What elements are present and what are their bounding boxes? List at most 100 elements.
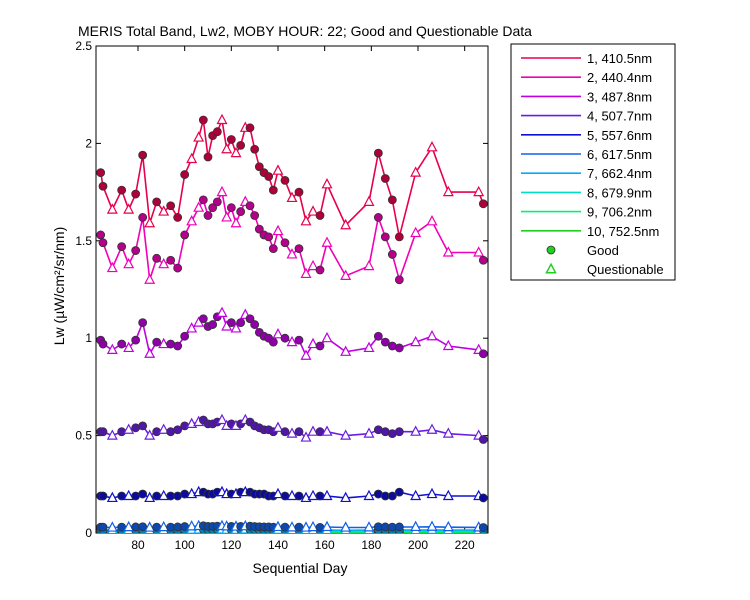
good-point — [478, 523, 488, 532]
legend-label: 3, 487.8nm — [587, 89, 652, 104]
questionable-point — [340, 345, 352, 356]
questionable-point — [286, 248, 298, 259]
questionable-point — [426, 329, 438, 341]
good-point — [380, 337, 390, 347]
good-point — [138, 421, 148, 431]
questionable-point — [106, 203, 118, 214]
good-point — [394, 487, 404, 497]
questionable-point — [410, 520, 422, 532]
questionable-point — [321, 489, 333, 501]
good-point — [236, 140, 246, 150]
good-point — [173, 263, 183, 273]
y-tick-label: 1.5 — [75, 234, 92, 248]
questionable-point — [106, 429, 118, 440]
questionable-point — [340, 269, 352, 280]
legend-label: 9, 706.2nm — [587, 205, 652, 220]
good-point — [387, 250, 397, 259]
y-axis-label: Lw (µW/cm²/sr/nm) — [51, 227, 67, 346]
good-point — [208, 203, 218, 213]
questionable-point — [144, 491, 156, 503]
good-point — [166, 255, 176, 265]
questionable-point — [286, 335, 298, 347]
good-point — [98, 491, 108, 501]
good-point — [166, 201, 176, 211]
good-point — [117, 185, 127, 195]
questionable-point — [340, 218, 352, 230]
good-point — [198, 195, 208, 205]
good-point — [131, 335, 141, 345]
questionable-point — [442, 185, 454, 197]
x-tick-label: 140 — [268, 538, 288, 552]
good-point — [203, 211, 213, 220]
legend-label: Questionable — [587, 262, 664, 277]
questionable-point — [410, 425, 422, 436]
questionable-point — [123, 520, 135, 532]
good-point — [264, 172, 274, 181]
questionable-point — [106, 491, 118, 503]
questionable-point — [123, 341, 135, 353]
questionable-point — [340, 491, 352, 503]
questionable-point — [272, 487, 284, 499]
good-point — [245, 201, 255, 211]
good-point — [280, 238, 290, 248]
good-point — [173, 213, 183, 222]
x-tick-label: 200 — [408, 538, 428, 552]
legend-box — [510, 43, 676, 281]
questionable-point — [230, 216, 242, 228]
questionable-point — [340, 429, 352, 440]
good-point — [96, 230, 106, 240]
questionable-point — [286, 427, 298, 438]
good-point — [250, 320, 260, 329]
questionable-point — [186, 215, 198, 226]
questionable-point — [272, 328, 284, 339]
questionable-point — [321, 178, 333, 189]
good-point — [394, 275, 404, 285]
good-point — [152, 253, 162, 263]
good-point — [394, 427, 404, 437]
good-point — [180, 170, 190, 179]
good-point — [268, 244, 278, 253]
questionable-point — [426, 487, 438, 499]
good-point — [268, 185, 278, 195]
questionable-point — [230, 322, 242, 333]
good-point — [373, 213, 383, 222]
questionable-point — [426, 423, 438, 434]
good-point — [280, 176, 290, 185]
y-tick-label: 0 — [85, 526, 92, 540]
x-tick-label: 80 — [131, 538, 145, 552]
questionable-point — [307, 425, 319, 436]
good-point — [294, 491, 304, 501]
good-point — [478, 435, 488, 444]
questionable-point — [321, 520, 333, 532]
questionable-point — [272, 421, 284, 432]
questionable-point — [221, 142, 233, 154]
good-point — [96, 168, 106, 178]
good-point — [198, 115, 208, 125]
good-point — [478, 199, 488, 209]
good-point — [250, 144, 260, 154]
legend-good-marker — [546, 245, 556, 255]
questionable-point — [307, 337, 319, 349]
y-tick-label: 2 — [85, 136, 92, 150]
questionable-point — [158, 337, 170, 349]
questionable-point — [307, 489, 319, 501]
questionable-point — [123, 423, 135, 434]
good-point — [138, 318, 148, 328]
good-point — [373, 148, 383, 158]
questionable-point — [221, 211, 233, 222]
data-layer — [96, 113, 488, 533]
good-point — [180, 331, 190, 341]
questionable-point — [442, 339, 454, 351]
questionable-point — [272, 164, 284, 175]
questionable-point — [410, 166, 422, 177]
questionable-point — [426, 520, 438, 531]
legend: 1, 410.5nm 2, 440.4nm 3, 487.8nm 4, 507.7nm… — [510, 43, 676, 281]
x-tick-label: 100 — [175, 538, 195, 552]
good-point — [226, 203, 236, 213]
questionable-point — [363, 427, 375, 438]
questionable-point — [300, 431, 312, 442]
x-tick-label: 120 — [221, 538, 241, 552]
questionable-point — [158, 489, 170, 501]
good-point — [117, 339, 127, 349]
